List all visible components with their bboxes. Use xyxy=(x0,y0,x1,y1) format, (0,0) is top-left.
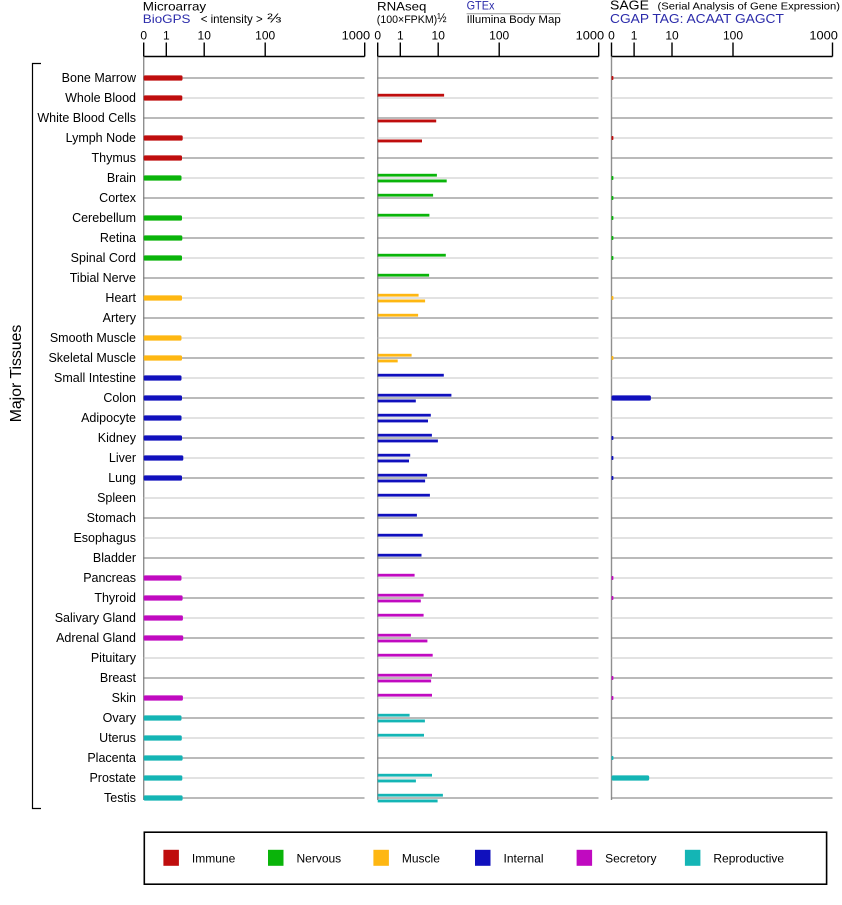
svg-text:100: 100 xyxy=(723,29,743,43)
svg-text:BioGPS: BioGPS xyxy=(143,12,191,26)
svg-text:Adipocyte: Adipocyte xyxy=(81,411,136,425)
svg-text:Muscle: Muscle xyxy=(402,852,440,866)
svg-text:Breast: Breast xyxy=(100,671,137,685)
svg-text:Brain: Brain xyxy=(107,171,136,185)
svg-text:0: 0 xyxy=(140,29,147,43)
svg-text:1: 1 xyxy=(631,29,638,43)
svg-text:CGAP TAG: ACAAT GAGCT: CGAP TAG: ACAAT GAGCT xyxy=(610,12,784,26)
svg-text:Prostate: Prostate xyxy=(89,771,136,785)
svg-text:Tibial Nerve: Tibial Nerve xyxy=(70,271,136,285)
svg-text:Nervous: Nervous xyxy=(297,852,342,866)
svg-text:100: 100 xyxy=(489,29,509,43)
svg-text:Secretory: Secretory xyxy=(605,852,656,866)
svg-text:Thyroid: Thyroid xyxy=(94,591,136,605)
svg-text:Thymus: Thymus xyxy=(92,151,136,165)
svg-text:10: 10 xyxy=(665,29,679,43)
svg-text:Stomach: Stomach xyxy=(87,511,136,525)
svg-text:1: 1 xyxy=(163,29,170,43)
svg-text:10: 10 xyxy=(432,29,446,43)
svg-text:Smooth Muscle: Smooth Muscle xyxy=(50,331,136,345)
svg-text:Salivary Gland: Salivary Gland xyxy=(55,611,136,625)
svg-text:Artery: Artery xyxy=(103,311,137,325)
svg-text:Colon: Colon xyxy=(103,391,136,405)
svg-text:Skeletal Muscle: Skeletal Muscle xyxy=(48,351,136,365)
svg-text:(100×FPKM): (100×FPKM) xyxy=(377,14,437,26)
svg-text:1000: 1000 xyxy=(576,29,605,43)
svg-text:10: 10 xyxy=(198,29,212,43)
svg-text:Cerebellum: Cerebellum xyxy=(72,211,136,225)
svg-text:Skin: Skin xyxy=(112,691,136,705)
svg-text:White Blood Cells: White Blood Cells xyxy=(37,111,136,125)
svg-text:Reproductive: Reproductive xyxy=(713,852,784,866)
svg-text:Liver: Liver xyxy=(109,451,136,465)
svg-text:Whole Blood: Whole Blood xyxy=(65,91,136,105)
svg-text:Major Tissues: Major Tissues xyxy=(8,325,25,423)
svg-text:½: ½ xyxy=(437,10,446,25)
svg-text:Internal: Internal xyxy=(504,852,544,866)
svg-text:Heart: Heart xyxy=(105,291,136,305)
svg-text:Lymph Node: Lymph Node xyxy=(66,131,136,145)
svg-text:Microarray: Microarray xyxy=(143,0,206,14)
svg-text:Cortex: Cortex xyxy=(99,191,137,205)
svg-text:Spinal Cord: Spinal Cord xyxy=(71,251,136,265)
svg-text:Testis: Testis xyxy=(104,791,136,805)
svg-text:0: 0 xyxy=(608,29,615,43)
svg-text:Lung: Lung xyxy=(108,471,136,485)
svg-text:Adrenal Gland: Adrenal Gland xyxy=(56,631,136,645)
svg-text:SAGE: SAGE xyxy=(610,0,649,13)
svg-text:GTEx: GTEx xyxy=(467,0,495,13)
svg-text:Bladder: Bladder xyxy=(93,551,136,565)
svg-text:Spleen: Spleen xyxy=(97,491,136,505)
svg-text:1000: 1000 xyxy=(342,29,371,43)
svg-text:Immune: Immune xyxy=(192,852,236,866)
svg-text:Illumina Body Map: Illumina Body Map xyxy=(467,14,561,26)
svg-text:1000: 1000 xyxy=(809,29,838,43)
svg-text:1: 1 xyxy=(397,29,404,43)
svg-text:(Serial Analysis of Gene Expre: (Serial Analysis of Gene Expression) xyxy=(658,1,841,13)
svg-text:Ovary: Ovary xyxy=(103,711,137,725)
svg-text:Placenta: Placenta xyxy=(87,751,136,765)
svg-text:100: 100 xyxy=(255,29,275,43)
svg-text:Retina: Retina xyxy=(100,231,136,245)
svg-text:Pancreas: Pancreas xyxy=(83,571,136,585)
svg-text:0: 0 xyxy=(374,29,381,43)
svg-text:⅔: ⅔ xyxy=(267,10,281,25)
svg-text:Bone Marrow: Bone Marrow xyxy=(62,71,137,85)
svg-text:< intensity >: < intensity > xyxy=(201,12,263,26)
svg-text:Esophagus: Esophagus xyxy=(73,531,136,545)
svg-text:Small Intestine: Small Intestine xyxy=(54,371,136,385)
svg-text:Kidney: Kidney xyxy=(98,431,137,445)
svg-text:Uterus: Uterus xyxy=(99,731,136,745)
svg-text:Pituitary: Pituitary xyxy=(91,651,137,665)
svg-text:RNAseq: RNAseq xyxy=(377,0,426,14)
